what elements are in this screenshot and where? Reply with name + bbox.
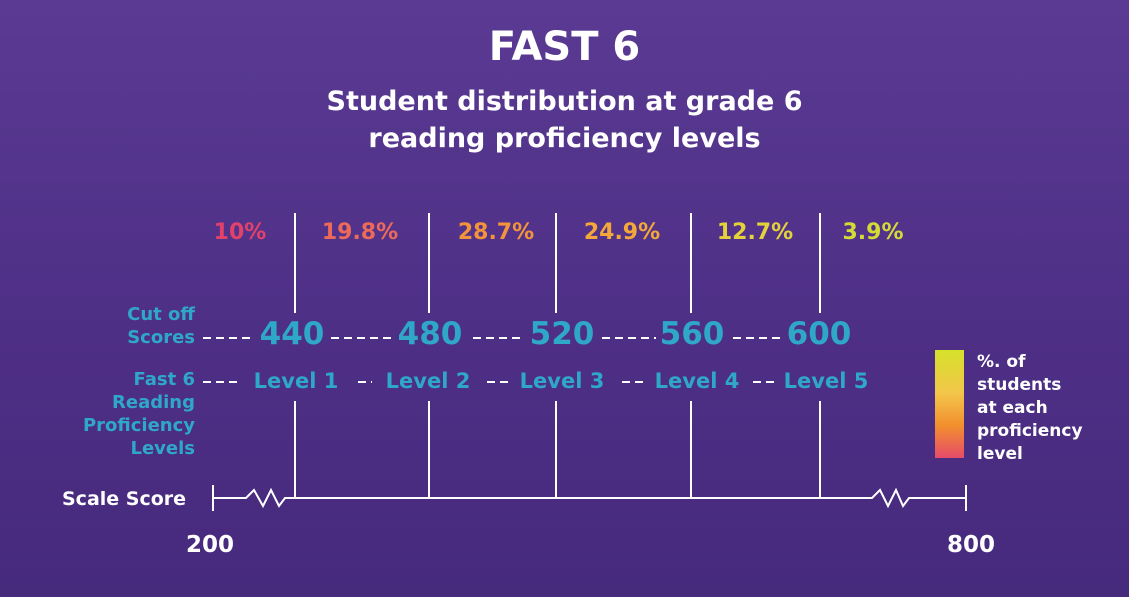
- percentage-level-2: 28.7%: [457, 220, 535, 245]
- percentage-level-3: 24.9%: [583, 220, 661, 245]
- legend-line-2: students: [977, 375, 1062, 395]
- level-4-label: Level 4: [654, 369, 740, 393]
- cutoff-score-600: 600: [786, 316, 852, 352]
- legend-line-5: level: [977, 444, 1023, 464]
- levels-label: Fast 6 Reading Proficiency Levels: [83, 368, 195, 460]
- level-2-label: Level 2: [385, 369, 471, 393]
- percentage-level-0: 10%: [213, 220, 267, 245]
- cutoff-score-520: 520: [529, 316, 595, 352]
- level-1-label: Level 1: [253, 369, 339, 393]
- legend-line-4: proficiency: [977, 421, 1083, 441]
- subtitle-line-1: Student distribution at grade 6: [326, 86, 803, 117]
- cutoff-score-560: 560: [659, 316, 725, 352]
- scale-score-label: Scale Score: [62, 488, 187, 510]
- levels-label-line-2: Reading: [112, 392, 195, 413]
- scale-min-label: 200: [185, 532, 235, 558]
- scale-max-label: 800: [946, 532, 996, 558]
- cutoff-label-line-1: Cut off: [127, 304, 195, 325]
- cutoff-scores-label: Cut off Scores: [127, 303, 195, 349]
- percentage-level-1: 19.8%: [321, 220, 399, 245]
- cutoff-score-480: 480: [397, 316, 463, 352]
- cutoff-label-line-2: Scores: [127, 327, 195, 348]
- level-3-label: Level 3: [519, 369, 605, 393]
- legend-line-1: %. of: [977, 352, 1026, 372]
- levels-label-line-4: Levels: [130, 438, 195, 459]
- subtitle-line-2: reading proficiency levels: [368, 123, 761, 154]
- legend-line-3: at each: [977, 398, 1048, 418]
- percentage-level-4: 12.7%: [716, 220, 794, 245]
- page-title: FAST 6: [488, 24, 641, 70]
- legend-text: %. of students at each proficiency level: [977, 351, 1083, 466]
- levels-label-line-1: Fast 6: [133, 369, 196, 390]
- cutoff-score-440: 440: [259, 316, 325, 352]
- levels-label-line-3: Proficiency: [82, 415, 195, 436]
- percentage-level-5: 3.9%: [842, 220, 904, 245]
- scale-axis: [212, 485, 967, 511]
- level-5-label: Level 5: [783, 369, 869, 393]
- legend-color-gradient: [935, 350, 964, 458]
